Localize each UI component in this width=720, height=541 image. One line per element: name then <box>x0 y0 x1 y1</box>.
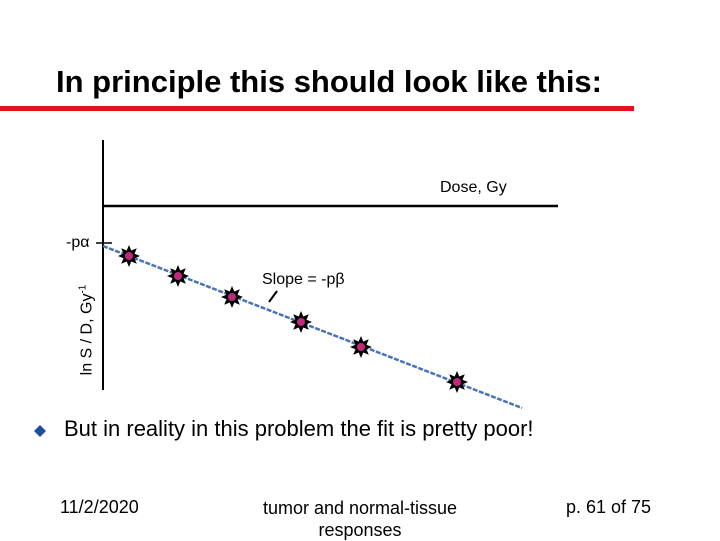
footer-date: 11/2/2020 <box>60 497 139 517</box>
y-axis-label: ln S / D, Gy-1 <box>77 285 96 376</box>
marker-center <box>297 318 305 326</box>
diamond-bullet-icon <box>34 425 46 437</box>
slope-pointer <box>268 290 278 303</box>
marker-center <box>174 272 182 280</box>
marker-center <box>228 293 236 301</box>
marker-center <box>453 378 461 386</box>
marker-center <box>357 343 365 351</box>
x-axis-label: Dose, Gy <box>440 179 507 196</box>
footer-page-number: p. 61 of 75 <box>566 497 652 517</box>
slide-title: In principle this should look like this: <box>56 64 602 99</box>
title-underline <box>0 106 634 111</box>
slope-label: Slope = -pβ <box>262 271 345 288</box>
footer-center-text: tumor and normal-tissue responses <box>262 498 458 540</box>
intercept-label: -pα <box>66 234 90 251</box>
bullet-text: But in reality in this problem the fit i… <box>64 416 534 441</box>
y-axis-label-text: ln S / D, Gy <box>78 293 96 376</box>
data-markers <box>118 245 468 393</box>
y-axis-label-exponent: -1 <box>77 284 89 294</box>
marker-center <box>125 252 133 260</box>
